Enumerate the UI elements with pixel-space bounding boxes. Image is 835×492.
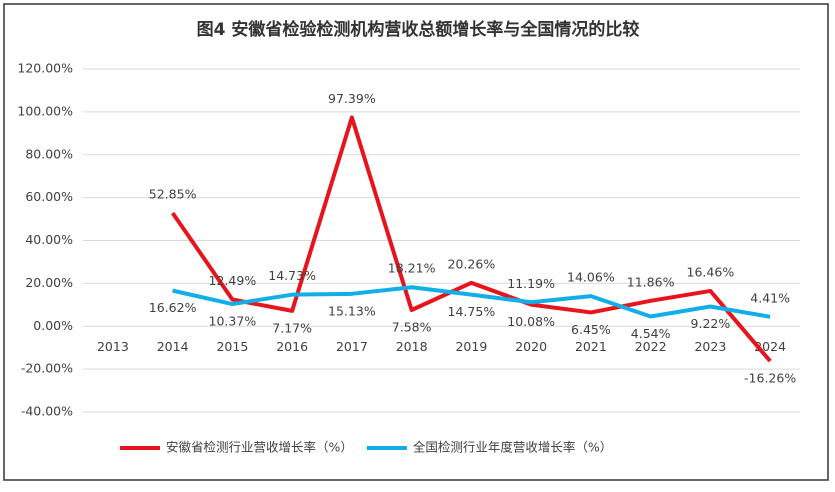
data-label: 6.45% <box>571 322 611 337</box>
x-tick-label: 2023 <box>694 339 726 354</box>
data-label: 52.85% <box>149 186 197 201</box>
data-label: 11.19% <box>507 276 555 291</box>
y-tick-label: 0.00% <box>33 318 73 333</box>
data-label: 10.08% <box>507 314 555 329</box>
chart-title: 图4 安徽省检验检测机构营收总额增长率与全国情况的比较 <box>197 19 640 40</box>
data-label: 14.06% <box>567 270 615 285</box>
data-label: 15.13% <box>328 303 376 318</box>
data-label: 20.26% <box>448 256 496 271</box>
series-line <box>172 285 771 319</box>
data-label: 7.58% <box>392 320 432 335</box>
y-tick-label: -20.00% <box>21 361 73 376</box>
y-tick-label: 100.00% <box>17 103 73 118</box>
legend-label: 安徽省检测行业营收增长率（%） <box>166 440 353 455</box>
frame <box>3 3 829 481</box>
x-tick-label: 2016 <box>276 339 308 354</box>
x-tick-label: 2013 <box>97 339 129 354</box>
data-label: 7.17% <box>272 320 312 335</box>
x-tick-label: 2020 <box>515 339 547 354</box>
data-label: 97.39% <box>328 91 376 106</box>
data-label: 14.75% <box>448 304 496 319</box>
x-tick-label: 2014 <box>157 339 189 354</box>
data-label: 10.37% <box>209 314 257 329</box>
data-label: 11.86% <box>627 274 675 289</box>
data-label: 16.62% <box>149 300 197 315</box>
y-tick-label: 60.00% <box>25 189 73 204</box>
x-tick-label: 2018 <box>396 339 428 354</box>
y-tick-label: 120.00% <box>17 61 73 76</box>
x-tick-label: 2021 <box>575 339 607 354</box>
series-line <box>170 115 772 363</box>
data-label: 9.22% <box>691 316 731 331</box>
data-label: 18.21% <box>388 261 436 276</box>
x-tick-label: 2022 <box>635 339 667 354</box>
y-tick-label: 20.00% <box>25 275 73 290</box>
y-tick-label: 80.00% <box>25 146 73 161</box>
x-tick-label: 2017 <box>336 339 368 354</box>
data-label: 14.73% <box>268 268 316 283</box>
x-tick-label: 2019 <box>455 339 487 354</box>
data-label: 12.49% <box>209 273 257 288</box>
y-tick-label: 40.00% <box>25 232 73 247</box>
legend-label: 全国检测行业年度营收增长率（%） <box>413 440 612 455</box>
data-label: -16.26% <box>744 371 796 386</box>
data-label: 4.41% <box>750 290 790 305</box>
x-tick-label: 2015 <box>216 339 248 354</box>
y-tick-label: -40.00% <box>21 404 73 419</box>
data-label: 16.46% <box>687 264 735 279</box>
data-label: 4.54% <box>631 326 671 341</box>
